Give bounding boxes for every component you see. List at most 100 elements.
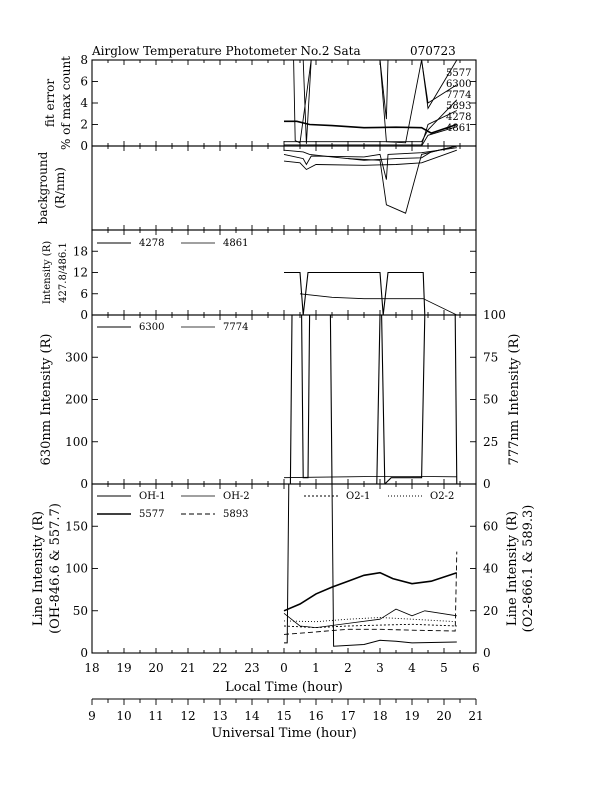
y-right-tick-label: 0 — [483, 646, 491, 660]
y-tick-label: 100 — [65, 435, 88, 449]
local-time-tick-label: 4 — [408, 661, 416, 675]
legend-label: 6300 — [139, 322, 164, 333]
y-axis-label: (OH-846.6 & 557.7) — [48, 503, 63, 634]
ut-tick-label: 18 — [372, 709, 387, 723]
local-time-tick-label: 0 — [280, 661, 288, 675]
legend-oh_o2: OH-1 OH-2 O2-1 O2-2 5577 5893 — [97, 491, 454, 520]
y-right-tick-label: 50 — [483, 393, 498, 407]
y-tick-label: 0 — [80, 308, 88, 322]
wavelength-label: 5577 — [446, 68, 471, 79]
legend-label: O2-2 — [430, 491, 454, 502]
legend-label: 5893 — [223, 509, 248, 520]
y-tick-label: 2 — [80, 118, 88, 132]
y-tick-label: 18 — [73, 244, 88, 258]
legend-label: 7774 — [223, 322, 248, 333]
series-group-oh_o2 — [283, 484, 458, 647]
y-right-axis-label: Line Intensity (R) — [505, 511, 520, 626]
local-time-tick-label: 6 — [472, 661, 480, 675]
y-tick-label: 0 — [80, 139, 88, 153]
wavelength-label: 7774 — [446, 90, 471, 101]
y-axis-label: Line Intensity (R) — [31, 511, 46, 626]
y-tick-label: 6 — [80, 287, 88, 301]
local-time-tick-label: 20 — [148, 661, 163, 675]
legend-label: 4278 — [139, 238, 164, 249]
panel-background: background (R/nm) — [36, 145, 477, 231]
y-tick-label: 12 — [73, 266, 88, 280]
series-line-d — [347, 146, 457, 214]
y-tick-label: 300 — [65, 350, 88, 364]
series-line-6300 — [284, 315, 458, 484]
wavelength-label: 5893 — [446, 101, 471, 112]
y-tick-label: 200 — [65, 393, 88, 407]
local-time-tick-label: 2 — [344, 661, 352, 675]
y-right-tick-label: 75 — [483, 350, 498, 364]
series-line-7774 — [283, 476, 457, 479]
series-line-b — [283, 147, 457, 180]
y-tick-label: 100 — [65, 562, 88, 576]
wavelength-label: 6300 — [446, 79, 471, 90]
y-right-tick-label: 20 — [483, 604, 498, 618]
legend-oi_red: 6300 7774 — [97, 322, 248, 333]
series-group-oi_red — [283, 315, 458, 484]
y-tick-label: 0 — [80, 477, 88, 491]
series-line-4861 — [299, 293, 457, 315]
series-line-5893 — [283, 551, 458, 635]
series-line-a — [283, 146, 457, 161]
local-time-tick-label: 18 — [84, 661, 99, 675]
y-axis-label: (R/nm) — [53, 167, 67, 209]
series-line-oh-1 — [284, 484, 457, 647]
series-group-intensity_blue — [284, 271, 457, 315]
series-line-7774 — [284, 60, 458, 144]
ut-tick-label: 11 — [148, 709, 163, 723]
y-tick-label: 8 — [80, 53, 88, 67]
ut-tick-label: 10 — [116, 709, 131, 723]
local-time-tick-label: 21 — [180, 661, 195, 675]
ut-tick-label: 20 — [436, 709, 451, 723]
ut-tick-label: 16 — [308, 709, 323, 723]
y-right-axis-label: (O2-866.1 & 589.3) — [521, 505, 536, 633]
panel-frame-fit — [91, 59, 477, 147]
chart-date: 070723 — [410, 44, 456, 58]
series-line-o2-1 — [283, 623, 457, 629]
ut-tick-label: 12 — [180, 709, 195, 723]
panel-oi_red: 0 100 200 300 0 25 50 75 100 630nm Intensity (R) 7… — [39, 308, 522, 491]
y-right-tick-label: 40 — [483, 562, 498, 576]
ut-tick-label: 17 — [340, 709, 355, 723]
local-time-tick-label: 23 — [244, 661, 259, 675]
series-group-fit — [284, 60, 458, 146]
panel-frame-background — [91, 145, 477, 231]
y-right-tick-label: 25 — [483, 435, 498, 449]
y-tick-label: 50 — [73, 604, 88, 618]
ut-tick-label: 9 — [88, 709, 96, 723]
wavelength-label: 4278 — [446, 112, 471, 123]
ut-tick-label: 15 — [276, 709, 291, 723]
series-line-4861 — [284, 126, 457, 146]
y-right-axis-label: 777nm Intensity (R) — [507, 334, 522, 466]
legend-label: OH-2 — [223, 491, 250, 502]
legend-label: O2-1 — [346, 491, 370, 502]
ut-tick-label: 13 — [212, 709, 227, 723]
legend-label: 4861 — [223, 238, 248, 249]
ut-axis-label: Universal Time (hour) — [211, 726, 356, 741]
y-axis-label: fit error — [43, 79, 57, 127]
y-tick-label: 6 — [80, 75, 88, 89]
local-time-tick-label: 1 — [312, 661, 320, 675]
y-right-tick-label: 100 — [483, 308, 506, 322]
local-time-tick-label: 19 — [116, 661, 131, 675]
y-tick-label: 0 — [80, 646, 88, 660]
local-time-axis-label: Local Time (hour) — [225, 680, 343, 695]
local-time-tick-label: 22 — [212, 661, 227, 675]
y-tick-label: 150 — [65, 519, 88, 533]
y-axis-label: 427.8/486.1 — [58, 242, 69, 303]
y-axis-label: % of max count — [59, 56, 73, 150]
y-axis-label: Intensity (R) — [42, 241, 53, 304]
legend-label: OH-1 — [139, 491, 166, 502]
y-right-tick-label: 0 — [483, 477, 491, 491]
series-line-oh-2 — [283, 608, 457, 629]
ut-tick-label: 19 — [404, 709, 419, 723]
series-group-background — [283, 146, 457, 214]
y-axis-label: background — [36, 151, 50, 224]
